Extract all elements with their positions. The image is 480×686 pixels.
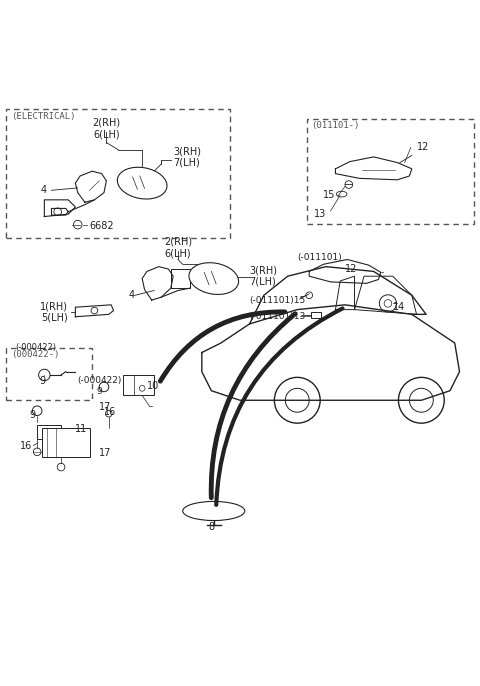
FancyBboxPatch shape <box>311 312 321 318</box>
Text: (-000422)
9: (-000422) 9 <box>77 376 121 396</box>
Text: (ELECTRICAL): (ELECTRICAL) <box>11 112 75 121</box>
FancyBboxPatch shape <box>123 375 154 396</box>
Text: 2(RH)
6(LH): 2(RH) 6(LH) <box>92 117 120 139</box>
FancyBboxPatch shape <box>171 269 190 288</box>
FancyBboxPatch shape <box>42 428 90 457</box>
Text: 12: 12 <box>345 264 358 274</box>
Text: 15: 15 <box>323 190 336 200</box>
Text: 12: 12 <box>417 142 429 152</box>
Text: 9: 9 <box>39 376 45 386</box>
Ellipse shape <box>183 501 245 521</box>
Text: 10: 10 <box>147 381 159 391</box>
Text: 3(RH)
7(LH): 3(RH) 7(LH) <box>173 146 201 167</box>
Text: 9: 9 <box>29 410 36 420</box>
Text: 17: 17 <box>99 403 111 412</box>
Text: (-000422): (-000422) <box>16 343 57 353</box>
Text: 17: 17 <box>99 448 111 458</box>
Text: 13: 13 <box>313 209 326 219</box>
Text: (-011101): (-011101) <box>297 252 342 261</box>
Text: 16: 16 <box>20 440 33 451</box>
Text: (011101-): (011101-) <box>312 121 360 130</box>
Text: 2(RH)
6(LH): 2(RH) 6(LH) <box>164 237 192 259</box>
Text: 4: 4 <box>129 290 135 300</box>
Text: 3(RH)
7(LH): 3(RH) 7(LH) <box>250 265 277 287</box>
Text: 8: 8 <box>208 522 215 532</box>
Ellipse shape <box>189 263 239 294</box>
Text: 6682: 6682 <box>90 221 114 231</box>
Text: (-011101)15: (-011101)15 <box>250 296 306 305</box>
Text: 14: 14 <box>393 303 405 312</box>
Text: 4: 4 <box>41 185 47 196</box>
Text: (000422-): (000422-) <box>11 350 60 359</box>
Ellipse shape <box>117 167 167 199</box>
Text: 11: 11 <box>75 424 88 434</box>
Text: (-011101)13: (-011101)13 <box>250 312 306 321</box>
FancyBboxPatch shape <box>37 425 61 440</box>
Text: 16: 16 <box>104 407 116 417</box>
Text: 1(RH)
5(LH): 1(RH) 5(LH) <box>40 301 68 323</box>
